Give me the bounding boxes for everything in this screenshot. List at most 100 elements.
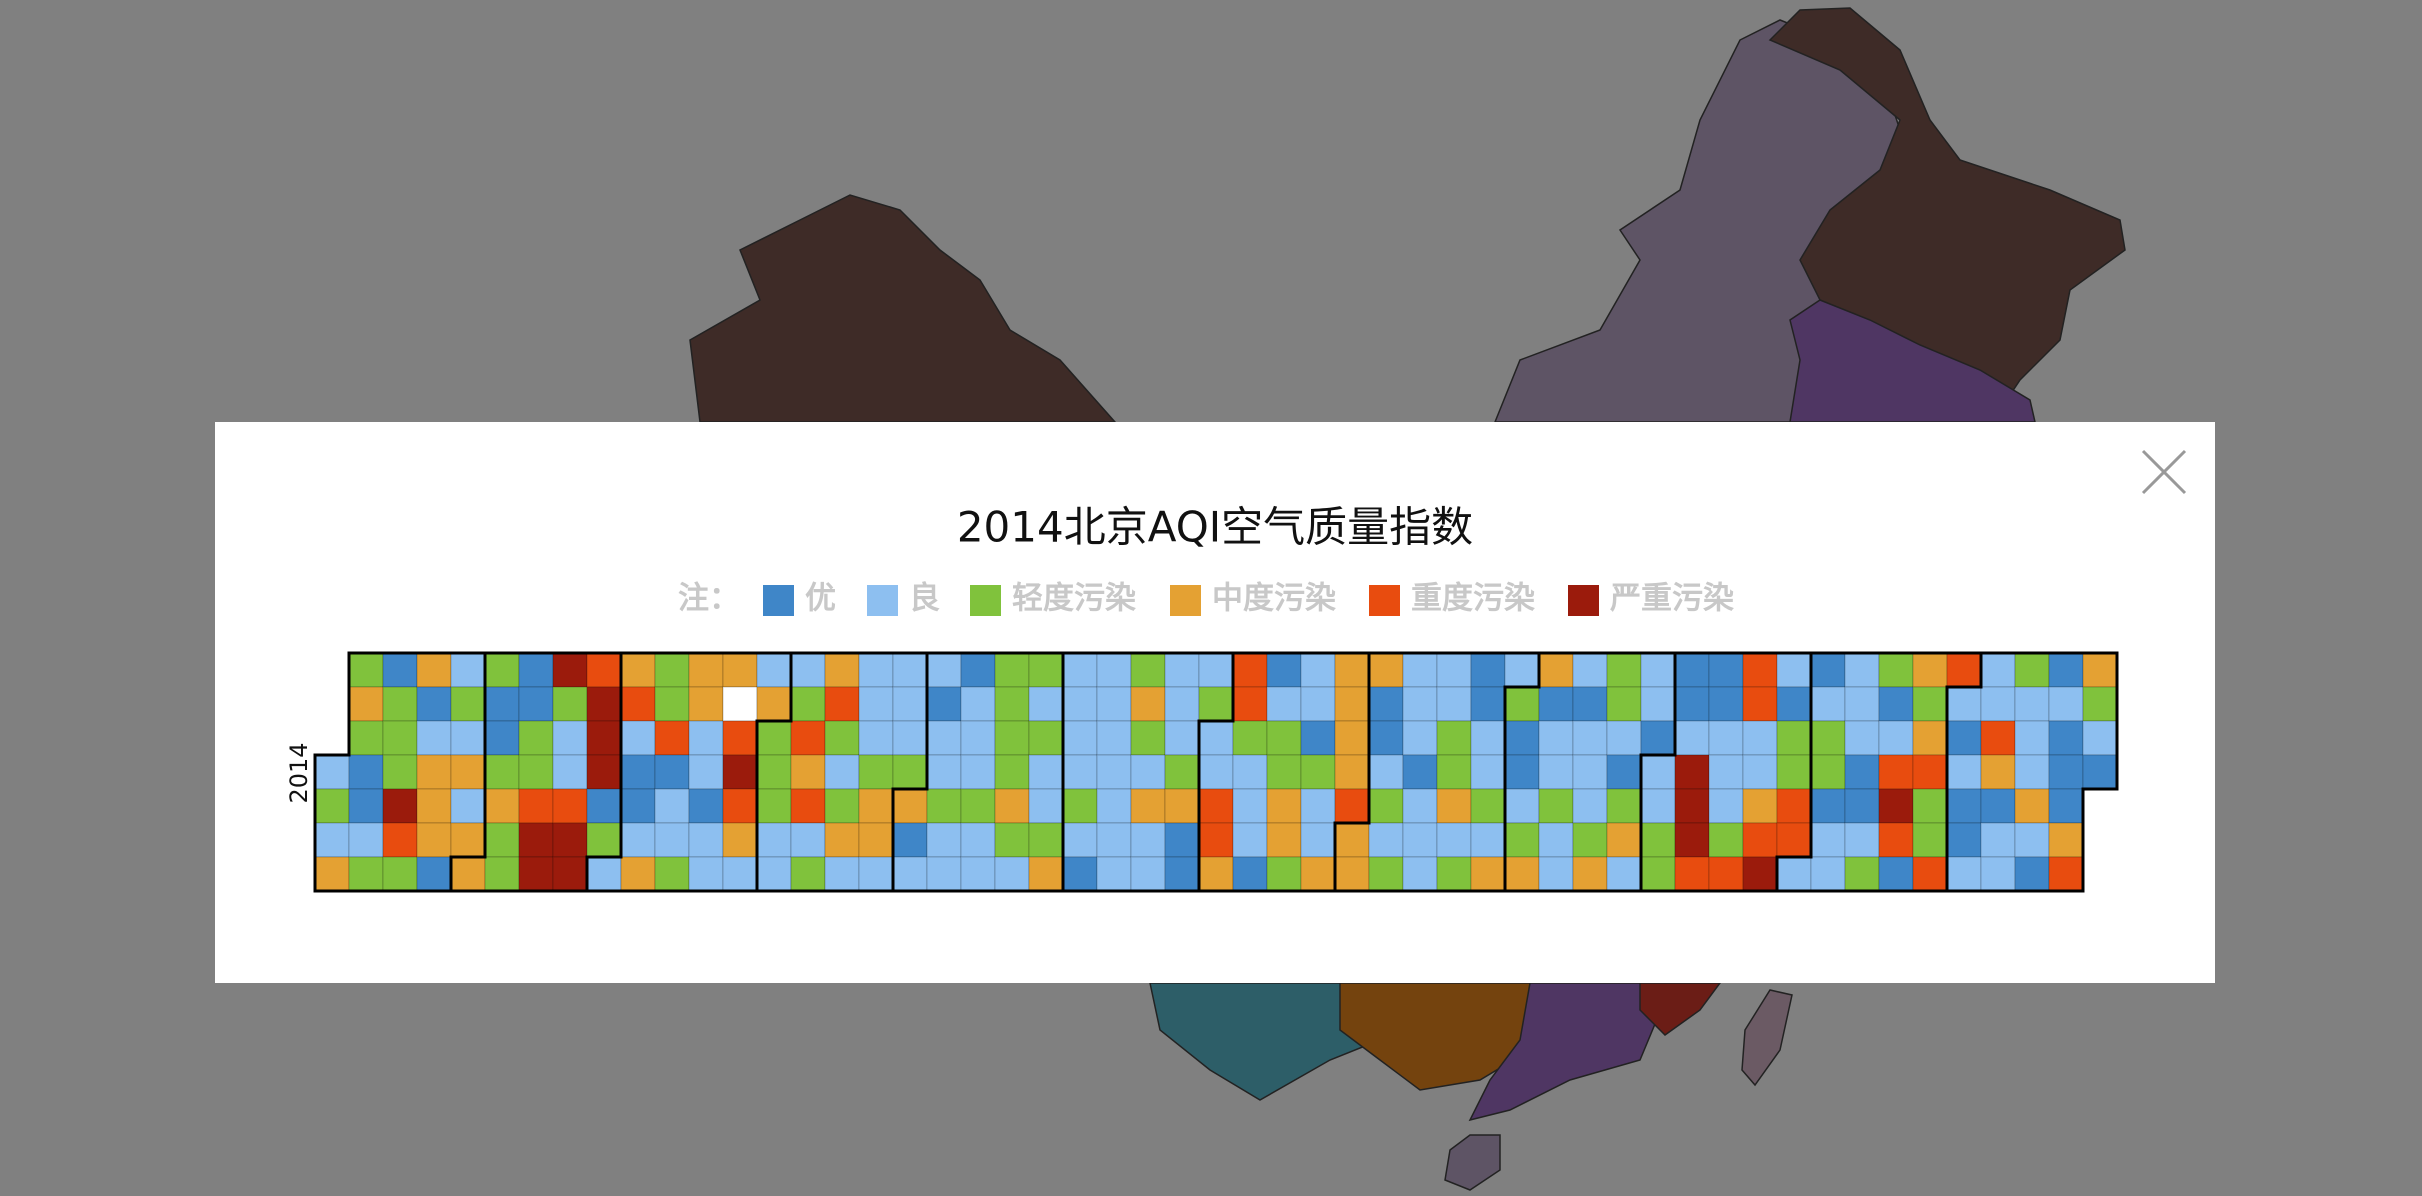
day-cell [1708, 686, 1744, 722]
day-cell [1028, 652, 1064, 688]
day-cell [620, 686, 656, 722]
legend-swatch[interactable] [1568, 585, 1599, 616]
day-cell [858, 856, 894, 892]
day-cell [1776, 720, 1812, 756]
day-cell [1844, 788, 1880, 824]
day-cell [994, 754, 1030, 790]
day-cell [518, 856, 554, 892]
day-cell [1402, 754, 1438, 790]
day-cell [1164, 686, 1200, 722]
day-cell [1878, 686, 1914, 722]
day-cell [1368, 686, 1404, 722]
day-cell [1878, 788, 1914, 824]
day-cell [1572, 652, 1608, 688]
day-cell [1980, 754, 2016, 790]
day-cell [892, 856, 928, 892]
day-cell [1334, 856, 1370, 892]
day-cell [756, 686, 792, 722]
day-cell [1062, 720, 1098, 756]
legend-text[interactable]: 良 [909, 581, 940, 617]
day-cell [552, 686, 588, 722]
day-cell [756, 720, 792, 756]
day-cell [1436, 686, 1472, 722]
day-cell [1538, 754, 1574, 790]
legend-text[interactable]: 重度污染 [1411, 581, 1535, 617]
day-cell [1402, 686, 1438, 722]
day-cell [1946, 754, 1982, 790]
day-cell [1232, 720, 1268, 756]
day-cell [824, 754, 860, 790]
day-cell [1232, 822, 1268, 858]
legend-text[interactable]: 轻度污染 [1012, 581, 1136, 617]
day-cell [1674, 686, 1710, 722]
day-cell [1368, 720, 1404, 756]
day-cell [722, 788, 758, 824]
day-cell [926, 720, 962, 756]
day-cell [1096, 856, 1132, 892]
close-button[interactable] [2141, 449, 2187, 495]
day-cell [722, 652, 758, 688]
day-cell [2048, 856, 2084, 892]
map-region [689, 194, 1117, 423]
day-cell [382, 720, 418, 756]
day-cell [1300, 720, 1336, 756]
day-cell [1368, 788, 1404, 824]
day-cell [450, 720, 486, 756]
day-cell [1742, 686, 1778, 722]
day-cell [824, 856, 860, 892]
day-cell [1130, 856, 1166, 892]
day-cell [824, 686, 860, 722]
day-cell [450, 652, 486, 688]
day-cell [1946, 686, 1982, 722]
day-cell [1266, 856, 1302, 892]
legend-swatch[interactable] [763, 585, 794, 616]
day-cell [960, 754, 996, 790]
day-cell [2014, 652, 2050, 688]
day-cell [994, 822, 1030, 858]
legend-swatch[interactable] [970, 585, 1001, 616]
day-cell [484, 686, 520, 722]
day-cell [1436, 720, 1472, 756]
day-cell [1878, 856, 1914, 892]
day-cell [1572, 856, 1608, 892]
day-cell [1470, 856, 1506, 892]
day-cell [858, 754, 894, 790]
day-cell [1912, 652, 1948, 688]
day-cell [1470, 788, 1506, 824]
legend-swatch[interactable] [867, 585, 898, 616]
day-cell [1708, 754, 1744, 790]
day-cell [1436, 822, 1472, 858]
day-cell [1130, 788, 1166, 824]
day-cell [552, 788, 588, 824]
day-cell [654, 754, 690, 790]
day-cell [382, 754, 418, 790]
day-cell [1844, 822, 1880, 858]
day-cell [1368, 754, 1404, 790]
legend-text[interactable]: 中度污染 [1212, 581, 1336, 617]
day-cell [1402, 720, 1438, 756]
day-cell [1912, 754, 1948, 790]
day-cell [1674, 754, 1710, 790]
day-cell [2048, 822, 2084, 858]
day-cell [994, 788, 1030, 824]
legend-text[interactable]: 优 [805, 581, 836, 617]
day-cell [1062, 754, 1098, 790]
day-cell [1776, 686, 1812, 722]
legend-swatch[interactable] [1170, 585, 1201, 616]
day-cell [1096, 652, 1132, 688]
day-cell [1198, 856, 1234, 892]
day-cell [1708, 822, 1744, 858]
map-region [1741, 989, 1793, 1087]
day-cell [2048, 788, 2084, 824]
legend-swatch[interactable] [1369, 585, 1400, 616]
day-cell [790, 788, 826, 824]
day-cell [1606, 686, 1642, 722]
day-cell [1266, 686, 1302, 722]
day-cell [348, 686, 384, 722]
day-cell [1844, 856, 1880, 892]
day-cell [994, 652, 1030, 688]
legend-text[interactable]: 严重污染 [1610, 581, 1734, 617]
day-cell [1810, 652, 1846, 688]
day-cell [1300, 652, 1336, 688]
day-cell [2048, 754, 2084, 790]
